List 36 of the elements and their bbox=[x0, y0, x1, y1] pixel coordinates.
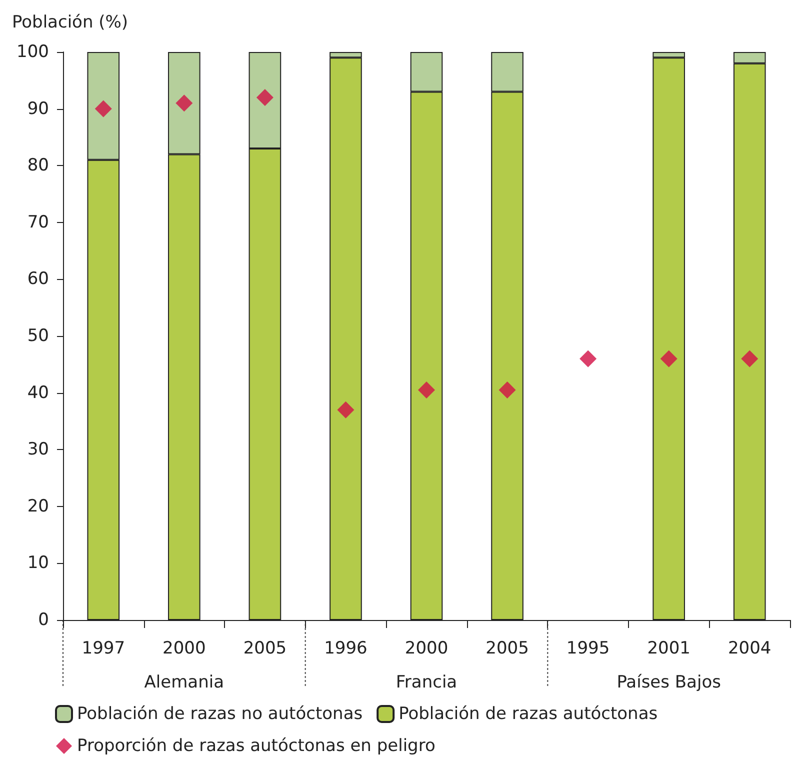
x-tick-label: 2005 bbox=[486, 638, 529, 658]
legend-label: Población de razas no autóctonas bbox=[77, 704, 363, 724]
y-tick-label: 70 bbox=[27, 212, 49, 232]
text: Países Bajos bbox=[616, 672, 722, 692]
y-tick-label: 40 bbox=[27, 382, 49, 403]
x-tick-label: 1995 bbox=[566, 638, 610, 658]
point bbox=[418, 381, 435, 398]
point bbox=[176, 94, 193, 112]
point bbox=[94, 100, 112, 118]
point bbox=[337, 401, 354, 418]
y-tick-label: 90 bbox=[27, 98, 49, 119]
y-tick-label: 0 bbox=[38, 610, 49, 630]
text: Francia bbox=[396, 672, 458, 692]
point bbox=[498, 381, 516, 398]
x-tick-label: 2004 bbox=[728, 638, 772, 658]
y-tick-label: 30 bbox=[27, 440, 49, 460]
legend-label: Proporción de razas autóctonas en peligro bbox=[77, 736, 436, 756]
y-tick-label: 10 bbox=[27, 553, 49, 574]
point bbox=[660, 350, 678, 368]
y-tick-label: 80 bbox=[27, 156, 49, 176]
point bbox=[580, 350, 597, 368]
point bbox=[256, 88, 274, 106]
y-tick-label: 50 bbox=[27, 326, 49, 346]
x-tick-label: 2000 bbox=[404, 638, 448, 658]
x-tick-label: 2000 bbox=[162, 638, 206, 658]
point bbox=[741, 350, 758, 368]
y-tick-label: 60 bbox=[27, 269, 49, 290]
y-axis-title: Población (%) bbox=[12, 12, 128, 32]
x-tick-label: 1997 bbox=[82, 638, 126, 658]
legend-label: Población de razas autóctonas bbox=[398, 704, 658, 724]
x-tick-label: 1996 bbox=[324, 638, 368, 658]
y-tick-label: 100 bbox=[16, 42, 49, 62]
x-tick-label: 2005 bbox=[243, 638, 287, 658]
x-tick-label: 2001 bbox=[647, 638, 690, 658]
text: Alemania bbox=[144, 672, 224, 692]
y-tick-label: 20 bbox=[27, 496, 49, 516]
